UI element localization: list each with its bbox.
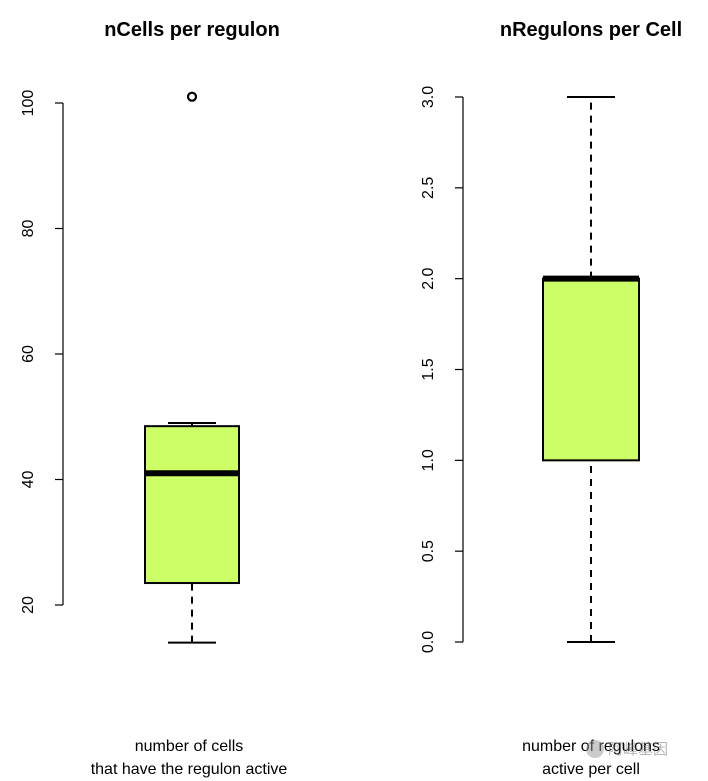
box-iqr <box>144 425 240 585</box>
y-tick-label: 100 <box>20 90 37 117</box>
wechat-icon <box>586 739 604 758</box>
y-tick-label: 2.5 <box>420 177 437 199</box>
y-tick-label: 2.0 <box>420 267 437 289</box>
watermark-text: 阿峰基因 <box>608 741 669 758</box>
y-tick-label: 0.0 <box>420 631 437 653</box>
chart-title: nRegulons per Cell <box>500 19 682 41</box>
x-axis-label-line: number of cells <box>135 738 244 755</box>
y-tick-label: 1.0 <box>420 449 437 471</box>
y-tick-label: 80 <box>20 220 37 238</box>
y-tick-label: 40 <box>20 471 37 489</box>
box-iqr <box>542 277 640 462</box>
y-tick-label: 60 <box>20 345 37 363</box>
ncells-boxplot-panel: nCells per regulon number of cells that h… <box>20 19 287 778</box>
outlier-point <box>186 91 198 102</box>
y-tick-label: 1.5 <box>420 358 437 380</box>
x-axis-label: number of cells that have the regulon act… <box>91 738 288 778</box>
chart-title: nCells per regulon <box>104 19 280 41</box>
y-tick-label: 0.5 <box>420 540 437 562</box>
y-tick-label: 20 <box>20 596 37 614</box>
watermark: 阿峰基因 <box>586 738 668 759</box>
x-axis-label-line: active per cell <box>542 761 640 778</box>
x-axis-label-line: that have the regulon active <box>91 761 288 778</box>
nregulons-boxplot-panel: nRegulons per Cell number of regulonsact… <box>420 19 682 778</box>
y-tick-label: 3.0 <box>420 86 437 108</box>
